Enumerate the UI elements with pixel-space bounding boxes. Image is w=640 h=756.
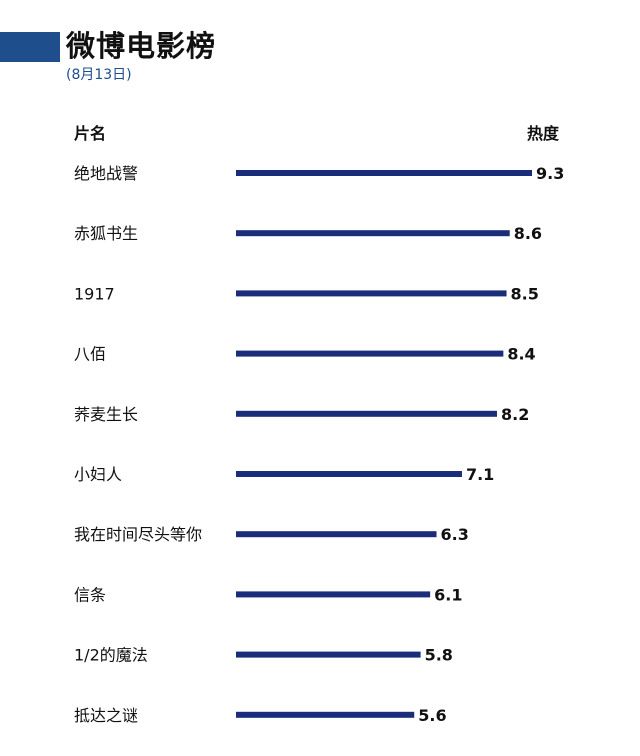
value-label: 7.1 xyxy=(466,465,494,484)
value-label: 6.3 xyxy=(441,525,469,544)
value-label: 8.6 xyxy=(514,224,542,243)
category-label: 赤狐书生 xyxy=(74,224,138,243)
bar xyxy=(236,170,532,176)
category-label: 1/2的魔法 xyxy=(74,646,148,665)
value-label: 8.5 xyxy=(511,284,539,303)
bar xyxy=(236,471,462,477)
bar xyxy=(236,711,415,718)
category-label: 抵达之谜 xyxy=(74,706,138,725)
category-label: 1917 xyxy=(74,284,115,303)
category-label: 荞麦生长 xyxy=(74,405,138,424)
page-subtitle: (8月13日) xyxy=(66,67,132,83)
bar xyxy=(236,230,510,237)
value-label: 6.1 xyxy=(434,585,462,604)
value-label: 5.6 xyxy=(418,706,446,725)
bar xyxy=(236,651,421,658)
bar xyxy=(236,531,437,538)
category-label: 我在时间尽头等你 xyxy=(74,525,202,544)
bar xyxy=(236,591,431,598)
category-label: 绝地战警 xyxy=(74,164,138,183)
category-label: 信条 xyxy=(74,585,106,604)
category-label: 小妇人 xyxy=(74,465,122,484)
value-label: 9.3 xyxy=(536,164,564,183)
header-accent-block xyxy=(0,32,60,62)
value-label: 5.8 xyxy=(425,646,453,665)
bar xyxy=(236,290,507,297)
value-label: 8.4 xyxy=(507,345,535,364)
page-title: 微博电影榜 xyxy=(66,29,217,63)
bar xyxy=(236,350,504,357)
category-label: 八佰 xyxy=(74,345,106,364)
value-label: 8.2 xyxy=(501,405,529,424)
bar xyxy=(236,410,497,417)
column-header-name: 片名 xyxy=(74,124,107,143)
column-header-value: 热度 xyxy=(527,124,560,143)
